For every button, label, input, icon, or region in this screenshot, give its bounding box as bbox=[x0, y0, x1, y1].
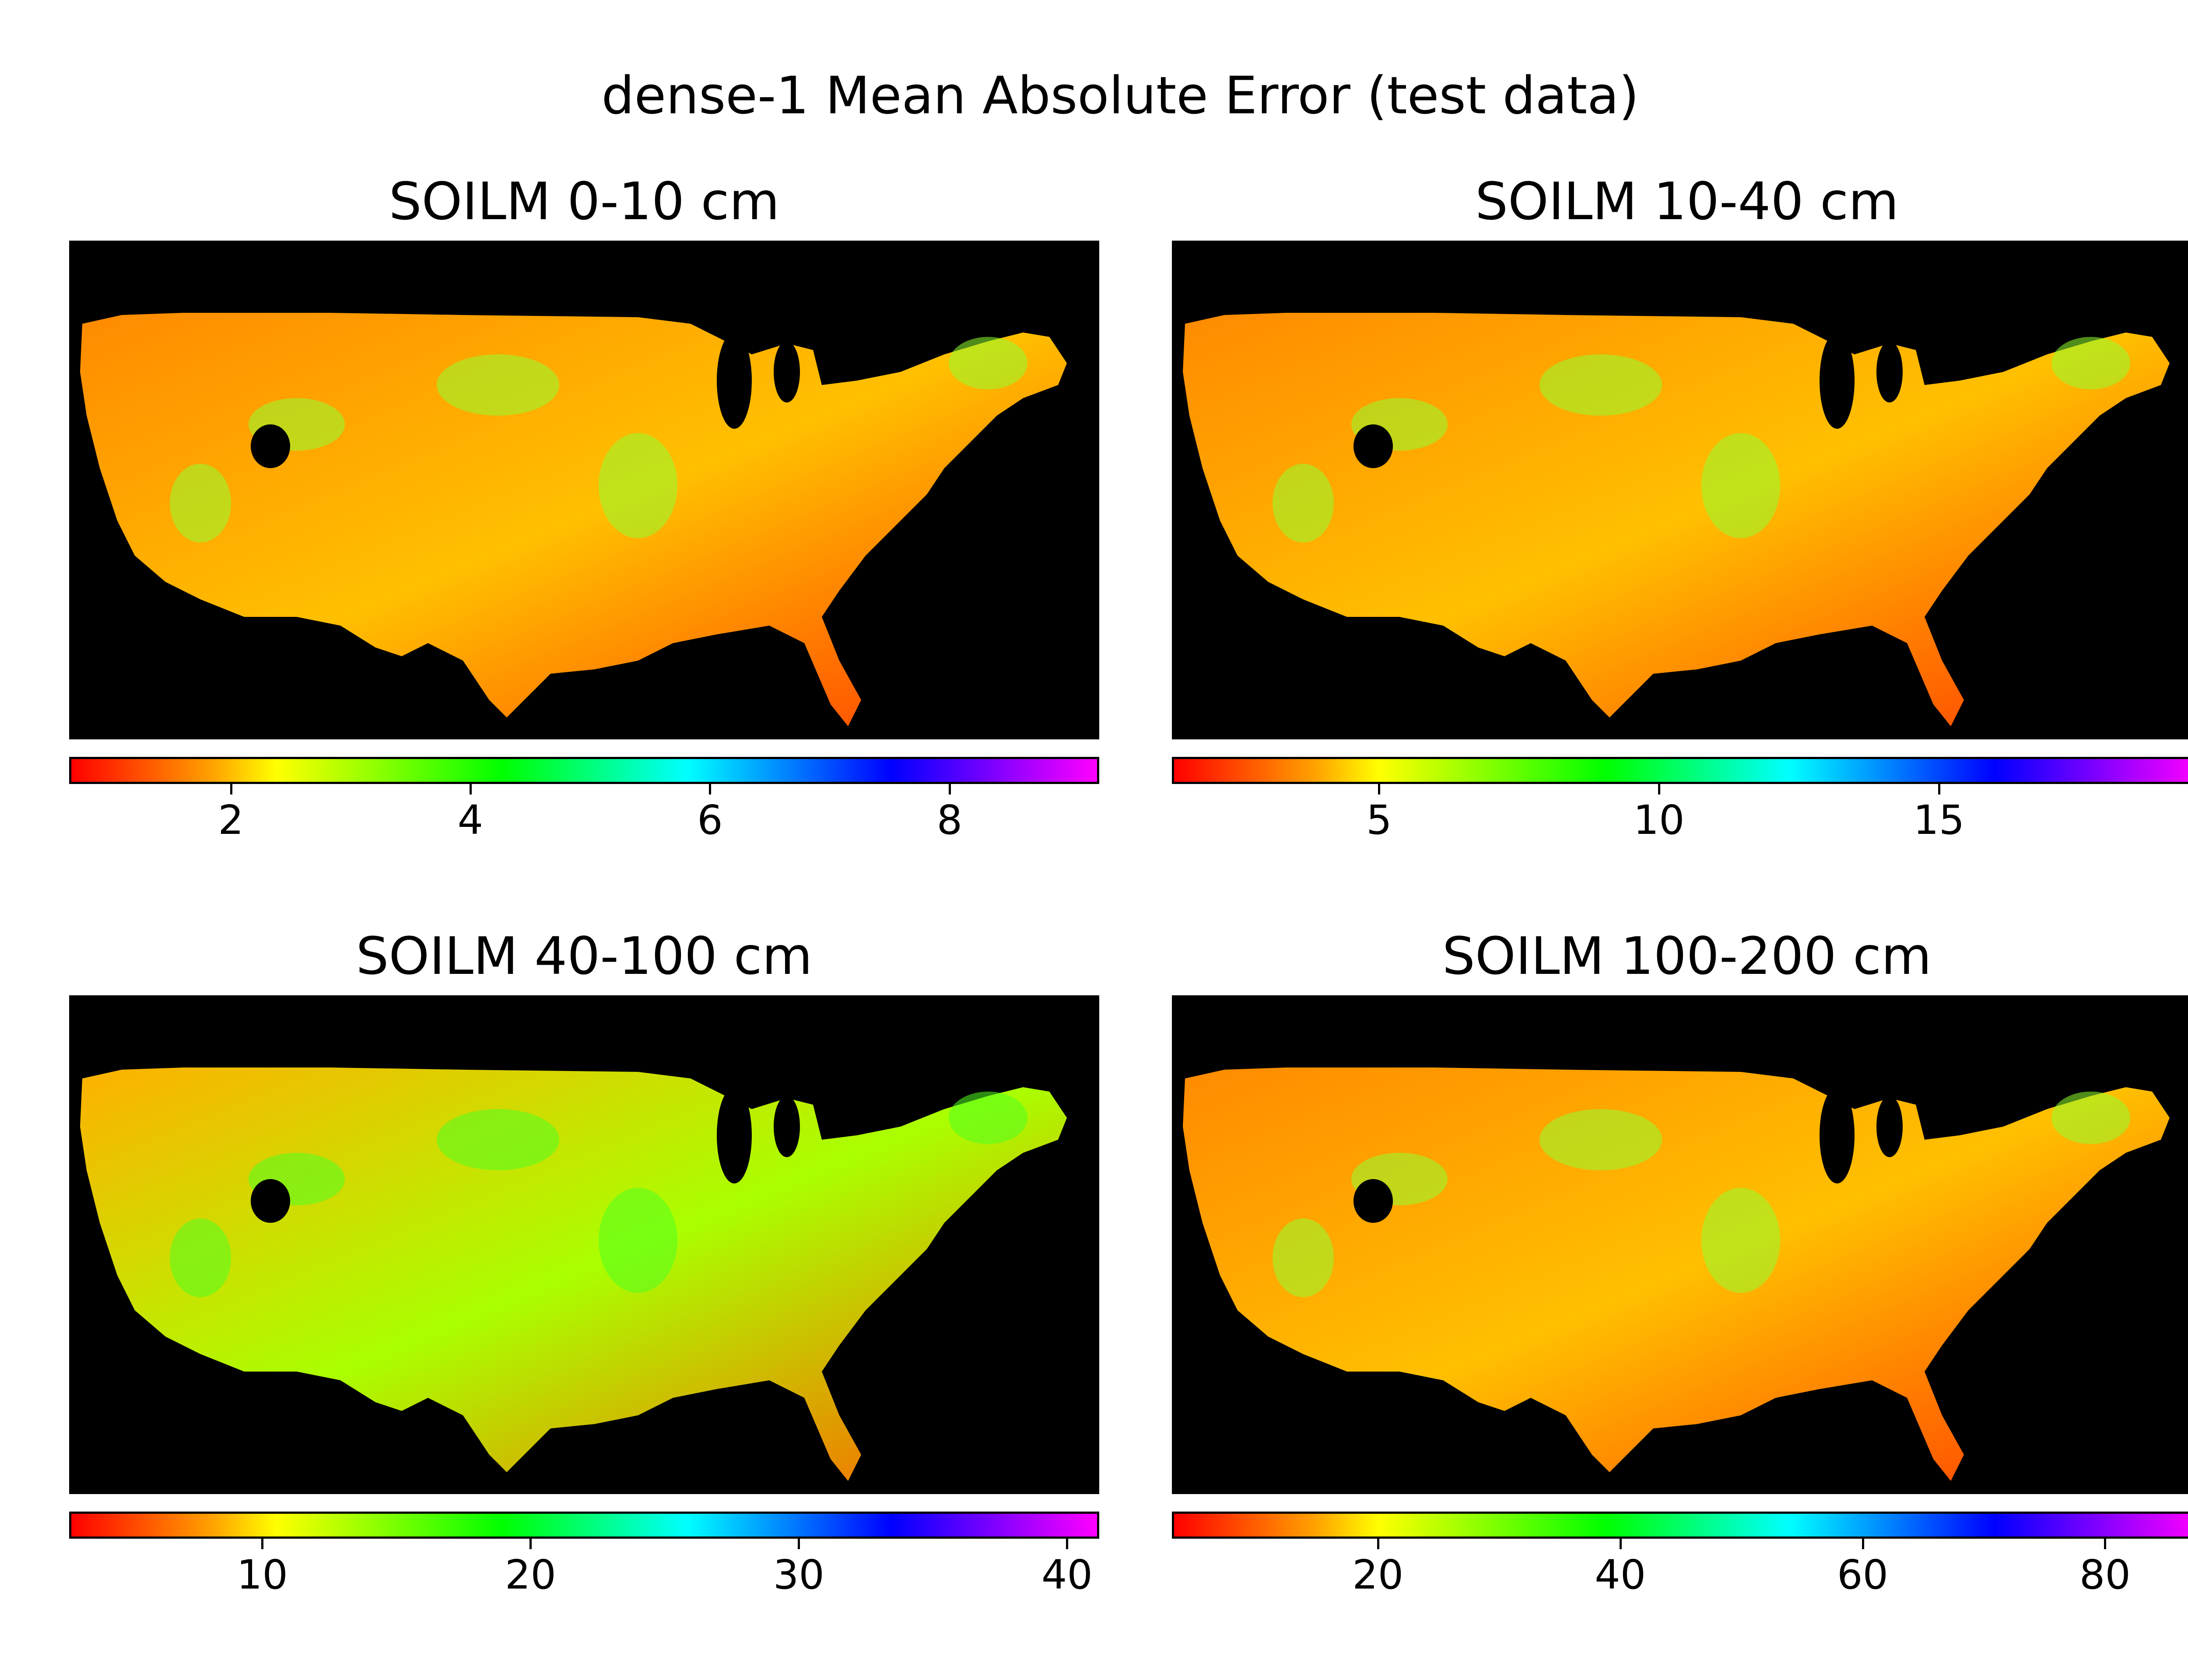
error-patch bbox=[437, 1109, 559, 1170]
no-data-area bbox=[1353, 1179, 1393, 1223]
no-data-area bbox=[774, 1096, 800, 1157]
error-patch bbox=[170, 1218, 231, 1297]
colorbar-tick bbox=[1378, 784, 1381, 794]
heatmap-map bbox=[69, 995, 1099, 1494]
colorbar bbox=[69, 757, 1099, 784]
panel-title: SOILM 10-40 cm bbox=[1475, 171, 1899, 231]
error-patch bbox=[1273, 464, 1334, 542]
heatmap-map bbox=[1172, 241, 2188, 739]
colorbar-tick-label: 30 bbox=[773, 1551, 824, 1598]
panel-title: SOILM 40-100 cm bbox=[356, 926, 813, 986]
error-patch bbox=[1539, 1109, 1662, 1170]
colorbar-tick-label: 20 bbox=[505, 1551, 556, 1598]
colorbar-tick bbox=[798, 1539, 800, 1549]
colorbar-tick bbox=[261, 1539, 264, 1549]
error-patch bbox=[949, 1092, 1027, 1144]
colorbar-tick bbox=[948, 784, 951, 794]
error-patch bbox=[1701, 433, 1780, 538]
error-patch bbox=[599, 433, 677, 538]
no-data-area bbox=[1876, 341, 1903, 402]
panel-title: SOILM 100-200 cm bbox=[1442, 926, 1932, 986]
colorbar-tick-label: 60 bbox=[1837, 1551, 1889, 1598]
colorbar-tick-label: 15 bbox=[1913, 797, 1965, 844]
colorbar-tick-label: 10 bbox=[236, 1551, 288, 1598]
figure-title: dense-1 Mean Absolute Error (test data) bbox=[601, 65, 1639, 126]
panel-soilm-100-200: SOILM 100-200 cm 20 40 60 80 bbox=[1172, 925, 2188, 1598]
colorbar-tick bbox=[1377, 1539, 1379, 1549]
panel-soilm-0-10: SOILM 0-10 cm 2 4 6 8 bbox=[69, 171, 1099, 844]
colorbar-tick-label: 4 bbox=[457, 797, 484, 844]
colorbar-tick bbox=[529, 1539, 532, 1549]
colorbar-tick-label: 6 bbox=[697, 797, 723, 844]
colorbar-tick-label: 5 bbox=[1366, 797, 1392, 844]
error-patch bbox=[437, 354, 559, 416]
error-patch bbox=[599, 1188, 677, 1293]
no-data-area bbox=[774, 341, 800, 402]
heatmap-map bbox=[69, 241, 1099, 739]
error-patch bbox=[1701, 1188, 1780, 1293]
colorbar bbox=[1172, 757, 2188, 784]
colorbar-tick bbox=[2104, 1539, 2107, 1549]
colorbar bbox=[1172, 1512, 2188, 1539]
heatmap-map bbox=[1172, 995, 2188, 1494]
panel-title: SOILM 0-10 cm bbox=[389, 171, 780, 231]
no-data-area bbox=[717, 332, 752, 429]
error-patch bbox=[2051, 1092, 2130, 1144]
colorbar-tick bbox=[1862, 1539, 1864, 1549]
colorbar-tick-label: 10 bbox=[1633, 797, 1685, 844]
no-data-area bbox=[1876, 1096, 1903, 1157]
colorbar-tick bbox=[1658, 784, 1661, 794]
colorbar-tick-label: 40 bbox=[1595, 1551, 1646, 1598]
colorbar-tick-label: 20 bbox=[1352, 1551, 1404, 1598]
panel-soilm-40-100: SOILM 40-100 cm 10 20 30 40 bbox=[69, 925, 1099, 1598]
colorbar-tick-label: 80 bbox=[2079, 1551, 2131, 1598]
error-patch bbox=[1273, 1218, 1334, 1297]
colorbar-tick bbox=[469, 784, 472, 794]
colorbar-tick-label: 8 bbox=[936, 797, 963, 844]
colorbar-tick-label: 40 bbox=[1041, 1551, 1093, 1598]
no-data-area bbox=[251, 424, 290, 468]
no-data-area bbox=[1820, 1087, 1855, 1183]
no-data-area bbox=[1820, 332, 1855, 429]
colorbar-tick bbox=[1066, 1539, 1069, 1549]
panel-soilm-10-40: SOILM 10-40 cm 5 10 15 bbox=[1172, 171, 2188, 844]
no-data-area bbox=[1353, 424, 1393, 468]
colorbar-tick bbox=[230, 784, 232, 794]
error-patch bbox=[170, 464, 231, 542]
error-patch bbox=[949, 337, 1027, 389]
error-patch bbox=[2051, 337, 2130, 389]
colorbar-tick bbox=[1938, 784, 1940, 794]
error-patch bbox=[1539, 354, 1662, 416]
colorbar-tick bbox=[709, 784, 712, 794]
colorbar-tick-label: 2 bbox=[218, 797, 244, 844]
colorbar bbox=[69, 1512, 1099, 1539]
colorbar-tick bbox=[1619, 1539, 1622, 1549]
no-data-area bbox=[717, 1087, 752, 1183]
no-data-area bbox=[251, 1179, 290, 1223]
